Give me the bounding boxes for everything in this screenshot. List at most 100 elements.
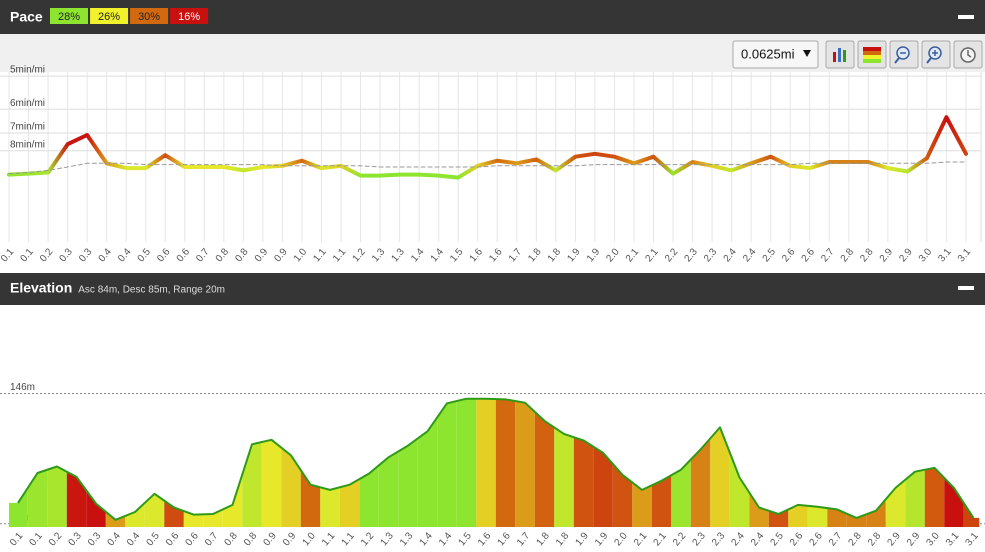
- elevation-bar: [164, 500, 184, 527]
- x-tick-label: 0.9: [272, 246, 290, 264]
- elevation-bar: [768, 509, 789, 527]
- elevation-bar: [242, 442, 262, 527]
- legend-label: 26%: [98, 11, 120, 23]
- x-tick-label: 3.1: [944, 530, 962, 548]
- icon: [967, 50, 972, 58]
- elevation-bar: [515, 401, 535, 527]
- x-tick-label: 0.3: [66, 530, 84, 548]
- distance-select-text: 0.0625mi: [741, 46, 795, 61]
- x-tick-label: 2.8: [866, 530, 884, 548]
- legend-label: 16%: [178, 11, 200, 23]
- x-tick-label: 2.3: [710, 530, 728, 548]
- x-tick-label: 2.3: [683, 246, 701, 264]
- elevation-bar: [573, 437, 594, 527]
- x-tick-label: 1.0: [292, 246, 310, 264]
- x-tick-label: 0.9: [261, 530, 279, 548]
- elevation-bar: [47, 466, 67, 527]
- legend-label: 30%: [138, 11, 160, 23]
- x-tick-label: 1.1: [339, 530, 357, 548]
- x-tick-label: 0.5: [144, 530, 162, 548]
- x-tick-label: 0.3: [77, 246, 95, 264]
- x-tick-label: 1.7: [507, 246, 525, 264]
- distance-select[interactable]: [732, 40, 819, 69]
- x-tick-label: 0.7: [194, 246, 212, 264]
- elevation-bar: [944, 477, 964, 527]
- y-tick-label: 7min/mi: [10, 122, 45, 133]
- elevation-line: [17, 397, 975, 521]
- elevation-bar: [476, 398, 496, 527]
- legend-swatch: [90, 8, 129, 24]
- x-tick-label: 1.8: [554, 530, 572, 548]
- x-tick-label: 2.8: [839, 246, 857, 264]
- x-tick-label: 1.1: [331, 246, 349, 264]
- x-tick-label: 0.6: [183, 530, 201, 548]
- x-tick-label: 0.9: [281, 530, 299, 548]
- icon: [863, 59, 881, 63]
- x-tick-label: 1.9: [593, 530, 611, 548]
- x-tick-label: 2.4: [741, 246, 759, 264]
- x-tick-label: 1.6: [495, 530, 513, 548]
- elevation-bar: [827, 508, 847, 527]
- x-tick-label: 0.2: [38, 246, 56, 264]
- x-tick-label: 1.9: [585, 246, 603, 264]
- legend-label: 28%: [58, 11, 80, 23]
- elevation-bar: [339, 479, 360, 527]
- reference-line: [8, 161, 967, 175]
- elevation-bar: [437, 401, 457, 527]
- x-tick-label: 1.8: [534, 530, 552, 548]
- x-tick-label: 2.1: [643, 246, 661, 264]
- x-tick-label: 2.2: [671, 530, 689, 548]
- elevation-bar: [671, 459, 691, 527]
- x-tick-label: 2.9: [905, 530, 923, 548]
- elevation-bar: [807, 505, 828, 527]
- icon: [863, 51, 881, 55]
- x-tick-label: 2.3: [690, 530, 708, 548]
- x-tick-label: 1.8: [526, 246, 544, 264]
- x-tick-label: 1.8: [546, 246, 564, 264]
- collapse-button[interactable]: [958, 15, 974, 19]
- x-tick-label: 1.6: [487, 246, 505, 264]
- elevation-bar: [593, 446, 613, 527]
- x-tick-label: 2.4: [722, 246, 740, 264]
- elevation-bar: [729, 452, 750, 527]
- elevation-bar: [612, 463, 633, 527]
- x-tick-label: 1.3: [370, 246, 388, 264]
- x-tick-label: 2.2: [663, 246, 681, 264]
- toolbar: [0, 34, 985, 72]
- icon: [843, 50, 846, 62]
- chart: 0.1 0.1 0.2 0.3 0.3 0.4 0.4 0.5 0.6 0.6 0.7 0.8 0.8 0…: [0, 65, 981, 264]
- x-tick-label: 2.1: [632, 530, 650, 548]
- elevation-bar: [66, 471, 87, 527]
- elevation-bar: [203, 509, 223, 527]
- x-tick-label: 3.1: [936, 246, 954, 264]
- x-tick-label: 2.9: [897, 246, 915, 264]
- icon: [863, 55, 881, 59]
- elevation-bar: [495, 399, 516, 527]
- pace-title: Pace: [10, 9, 43, 25]
- elevation-bar: [300, 470, 321, 527]
- elevation-bar: [125, 502, 145, 527]
- x-tick-label: 1.2: [350, 246, 368, 264]
- elevation-bar: [320, 487, 340, 527]
- elevation-title: Elevation: [10, 280, 72, 296]
- x-tick-label: 2.0: [604, 246, 622, 264]
- x-tick-label: 0.4: [116, 246, 134, 264]
- x-tick-label: 1.6: [468, 246, 486, 264]
- x-tick-label: 2.9: [878, 246, 896, 264]
- x-tick-label: 0.8: [222, 530, 240, 548]
- x-tick-label: 0.3: [58, 246, 76, 264]
- x-tick-label: 0.4: [125, 530, 143, 548]
- legend-swatch: [130, 8, 169, 24]
- x-tick-label: 0.4: [97, 246, 115, 264]
- x-tick-label: 2.5: [768, 530, 786, 548]
- x-tick-label: 0.2: [47, 530, 65, 548]
- x-tick-label: 2.1: [624, 246, 642, 264]
- x-tick-label: 0.9: [253, 246, 271, 264]
- elevation-bar: [885, 479, 906, 527]
- select-arrow: [803, 50, 811, 57]
- elevation-bar: [690, 438, 711, 527]
- x-tick-label: 2.5: [761, 246, 779, 264]
- collapse-button[interactable]: [958, 286, 974, 290]
- x-tick-label: 1.5: [456, 530, 474, 548]
